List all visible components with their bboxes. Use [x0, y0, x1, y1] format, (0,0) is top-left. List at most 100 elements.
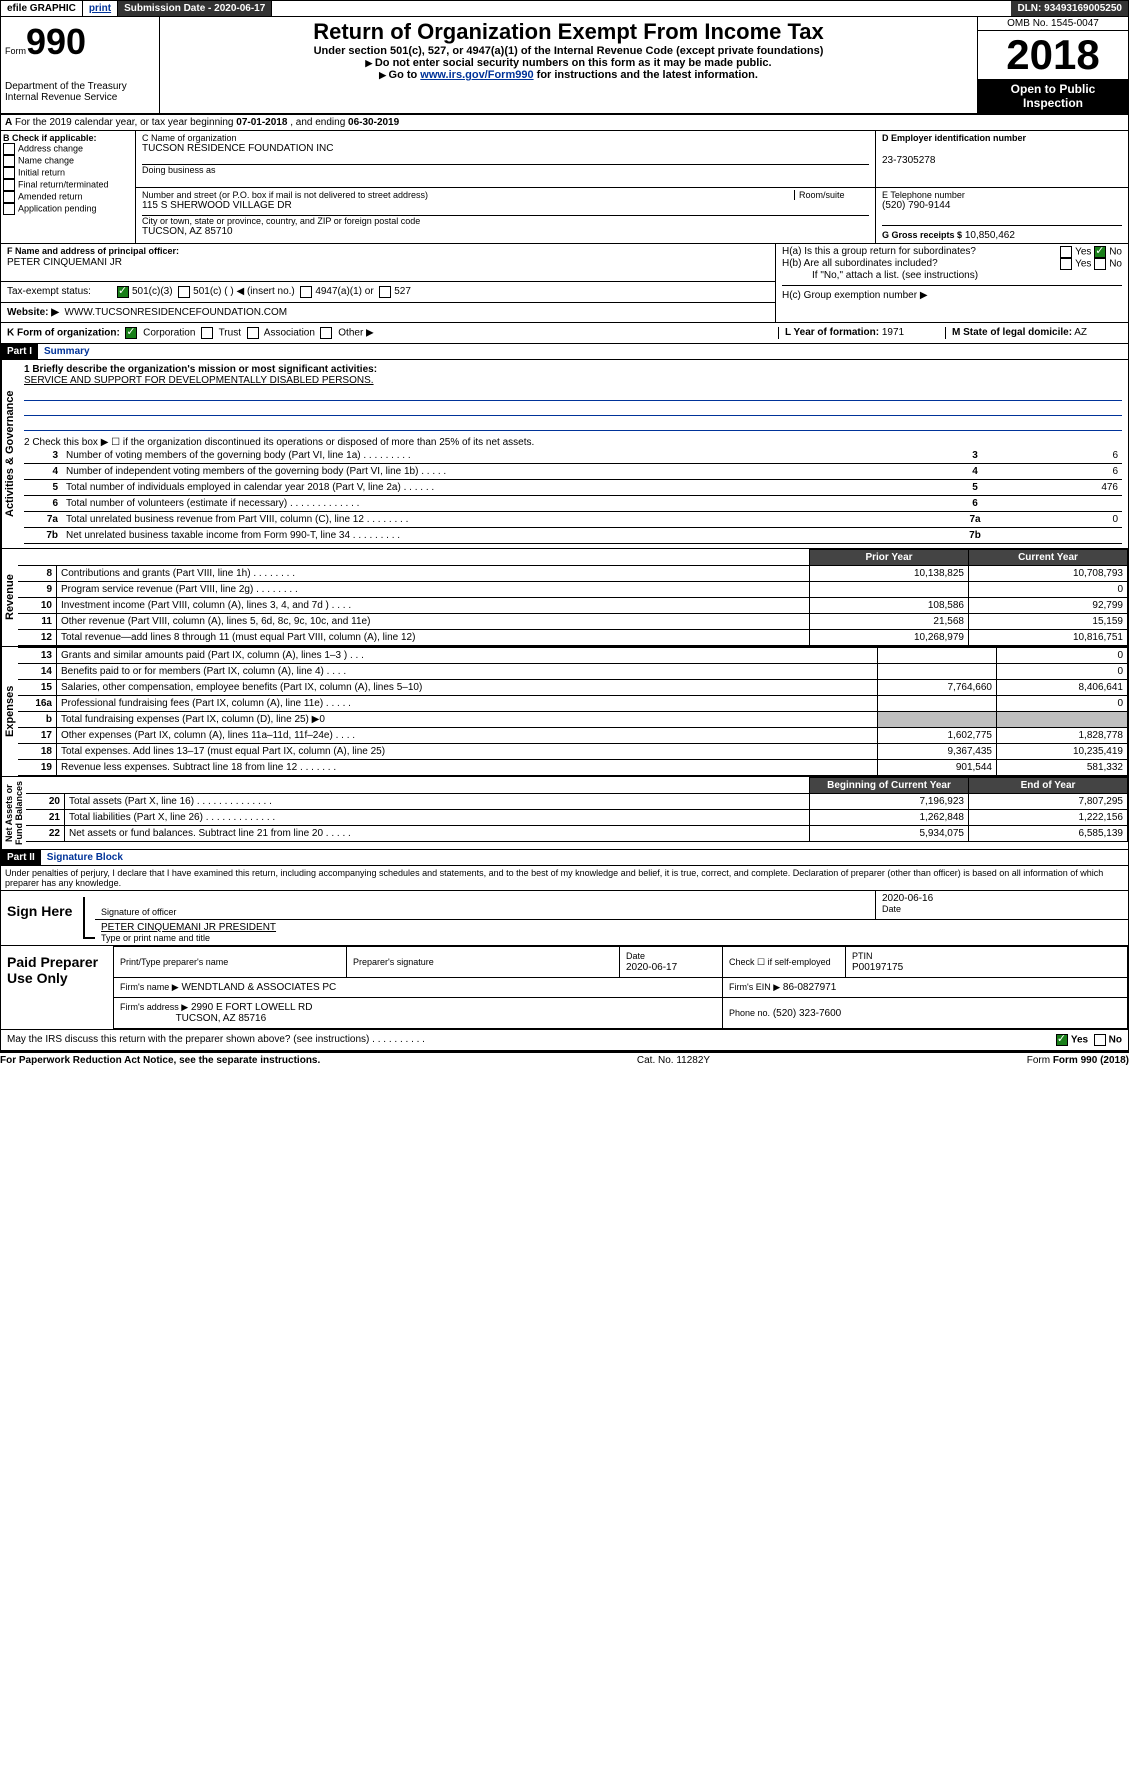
- officer-val: PETER CINQUEMANI JR: [7, 257, 122, 268]
- discuss-yes-l: Yes: [1071, 1035, 1088, 1046]
- firm-ein-lbl: Firm's EIN ▶: [729, 982, 780, 992]
- firm-lbl: Firm's name ▶: [120, 982, 179, 992]
- check-name[interactable]: [3, 155, 15, 167]
- discuss-no[interactable]: [1094, 1034, 1106, 1046]
- k-trust[interactable]: [201, 327, 213, 339]
- part1-hdr: Part I: [1, 344, 38, 359]
- firm-addr2: TUCSON, AZ 85716: [176, 1013, 267, 1024]
- ts-2: 501(c) ( ) ◀ (insert no.): [193, 286, 295, 298]
- firm-ein: 86-0827971: [783, 982, 836, 993]
- hb-no[interactable]: [1094, 258, 1106, 270]
- check-501c[interactable]: [178, 286, 190, 298]
- chk-lbl-1: Name change: [18, 155, 74, 165]
- submission-date: Submission Date - 2020-06-17: [118, 1, 272, 16]
- vlabel-revenue: Revenue: [1, 549, 18, 646]
- firm-addr-lbl: Firm's address ▶: [120, 1002, 188, 1012]
- typed-lbl: Type or print name and title: [101, 933, 1122, 943]
- period-end: 06-30-2019: [348, 117, 399, 128]
- period-mid: , and ending: [287, 117, 348, 128]
- dln-label: DLN: 93493169005250: [1011, 1, 1128, 16]
- q1-lbl: 1 Briefly describe the organization's mi…: [24, 364, 377, 375]
- ha-yes-l: Yes: [1075, 247, 1091, 258]
- hb-yes[interactable]: [1060, 258, 1072, 270]
- ein-val: 23-7305278: [882, 155, 935, 166]
- discuss-yes[interactable]: [1056, 1034, 1068, 1046]
- preparer-table: Print/Type preparer's name Preparer's si…: [113, 946, 1128, 1029]
- tax-status-lbl: Tax-exempt status:: [7, 286, 117, 298]
- chk-lbl-3: Final return/terminated: [18, 179, 109, 189]
- q1-val: SERVICE AND SUPPORT FOR DEVELOPMENTALLY …: [24, 375, 1122, 386]
- netassets-table: Beginning of Current YearEnd of Year20To…: [26, 777, 1128, 842]
- vlabel-expenses: Expenses: [1, 647, 18, 776]
- sign-here: Sign Here: [1, 891, 83, 945]
- k-trust-l: Trust: [219, 328, 241, 339]
- pp-h5: PTIN: [852, 951, 873, 961]
- l-lbl: L Year of formation:: [785, 327, 879, 338]
- k-corp[interactable]: [125, 327, 137, 339]
- check-4947[interactable]: [300, 286, 312, 298]
- sig-date: 2020-06-16: [882, 893, 1122, 904]
- period-label: For the 2019 calendar year, or tax year …: [15, 117, 236, 128]
- ts-3: 4947(a)(1) or: [315, 286, 373, 298]
- tax-year: 2018: [978, 31, 1128, 79]
- k-lbl: K Form of organization:: [7, 328, 120, 339]
- chk-lbl-2: Initial return: [18, 167, 65, 177]
- check-amended[interactable]: [3, 191, 15, 203]
- paid-preparer-title: Paid Preparer Use Only: [1, 946, 113, 1029]
- period-start: 07-01-2018: [236, 117, 287, 128]
- h-note: If "No," attach a list. (see instruction…: [782, 270, 1122, 281]
- check-501c3[interactable]: [117, 286, 129, 298]
- firm-addr1: 2990 E FORT LOWELL RD: [191, 1002, 313, 1013]
- hb-yes-l: Yes: [1075, 259, 1091, 270]
- pp-h3v: 2020-06-17: [626, 962, 677, 973]
- firm-val: WENDTLAND & ASSOCIATES PC: [181, 982, 336, 993]
- k-other[interactable]: [320, 327, 332, 339]
- website-lbl: Website: ▶: [7, 307, 59, 318]
- ha-yes[interactable]: [1060, 246, 1072, 258]
- street-addr: 115 S SHERWOOD VILLAGE DR: [142, 200, 869, 211]
- vlabel-activities: Activities & Governance: [1, 360, 18, 548]
- ein-lbl: D Employer identification number: [882, 133, 1026, 143]
- check-final[interactable]: [3, 179, 15, 191]
- city-lbl: City or town, state or province, country…: [142, 216, 869, 226]
- footer-a: For Paperwork Reduction Act Notice, see …: [0, 1055, 320, 1066]
- k-assoc[interactable]: [247, 327, 259, 339]
- chk-lbl-0: Address change: [18, 143, 83, 153]
- open-public-badge: Open to Public Inspection: [978, 79, 1128, 113]
- c-name-lbl: C Name of organization: [142, 133, 869, 143]
- print-button[interactable]: print: [83, 1, 118, 16]
- phone-lbl: E Telephone number: [882, 190, 1122, 200]
- k-other-l: Other ▶: [338, 328, 373, 339]
- chk-lbl-4: Amended return: [18, 191, 83, 201]
- ha-lbl: H(a) Is this a group return for subordin…: [782, 246, 1060, 258]
- ha-no[interactable]: [1094, 246, 1106, 258]
- footer-c: Form 990 (2018): [1053, 1055, 1129, 1066]
- subtitle-2: Do not enter social security numbers on …: [166, 57, 971, 69]
- check-527[interactable]: [379, 286, 391, 298]
- footer-b: Cat. No. 11282Y: [637, 1055, 710, 1066]
- dept-label: Department of the Treasury Internal Reve…: [5, 81, 155, 103]
- phone-val: (520) 790-9144: [882, 200, 1122, 211]
- perjury-text: Under penalties of perjury, I declare th…: [0, 866, 1129, 891]
- check-pending[interactable]: [3, 203, 15, 215]
- pp-h2: Preparer's signature: [347, 947, 620, 978]
- k-assoc-l: Association: [264, 328, 315, 339]
- dba-lbl: Doing business as: [142, 165, 869, 175]
- addr-lbl: Number and street (or P.O. box if mail i…: [142, 190, 794, 200]
- part1-title: Summary: [38, 344, 96, 359]
- check-initial[interactable]: [3, 167, 15, 179]
- goto-b: for instructions and the latest informat…: [534, 69, 758, 81]
- hb-no-l: No: [1109, 259, 1122, 270]
- room-lbl: Room/suite: [794, 190, 869, 200]
- ts-4: 527: [394, 286, 411, 298]
- k-corp-l: Corporation: [143, 328, 195, 339]
- omb-number: OMB No. 1545-0047: [978, 17, 1128, 31]
- pp-h1: Print/Type preparer's name: [114, 947, 347, 978]
- ts-1: 501(c)(3): [132, 286, 173, 298]
- q2-text: 2 Check this box ▶ ☐ if the organization…: [24, 437, 1122, 448]
- check-address[interactable]: [3, 143, 15, 155]
- gross-val: 10,850,462: [965, 230, 1015, 241]
- org-name: TUCSON RESIDENCE FOUNDATION INC: [142, 143, 869, 154]
- irs-link[interactable]: www.irs.gov/Form990: [420, 69, 533, 81]
- discuss-no-l: No: [1109, 1035, 1122, 1046]
